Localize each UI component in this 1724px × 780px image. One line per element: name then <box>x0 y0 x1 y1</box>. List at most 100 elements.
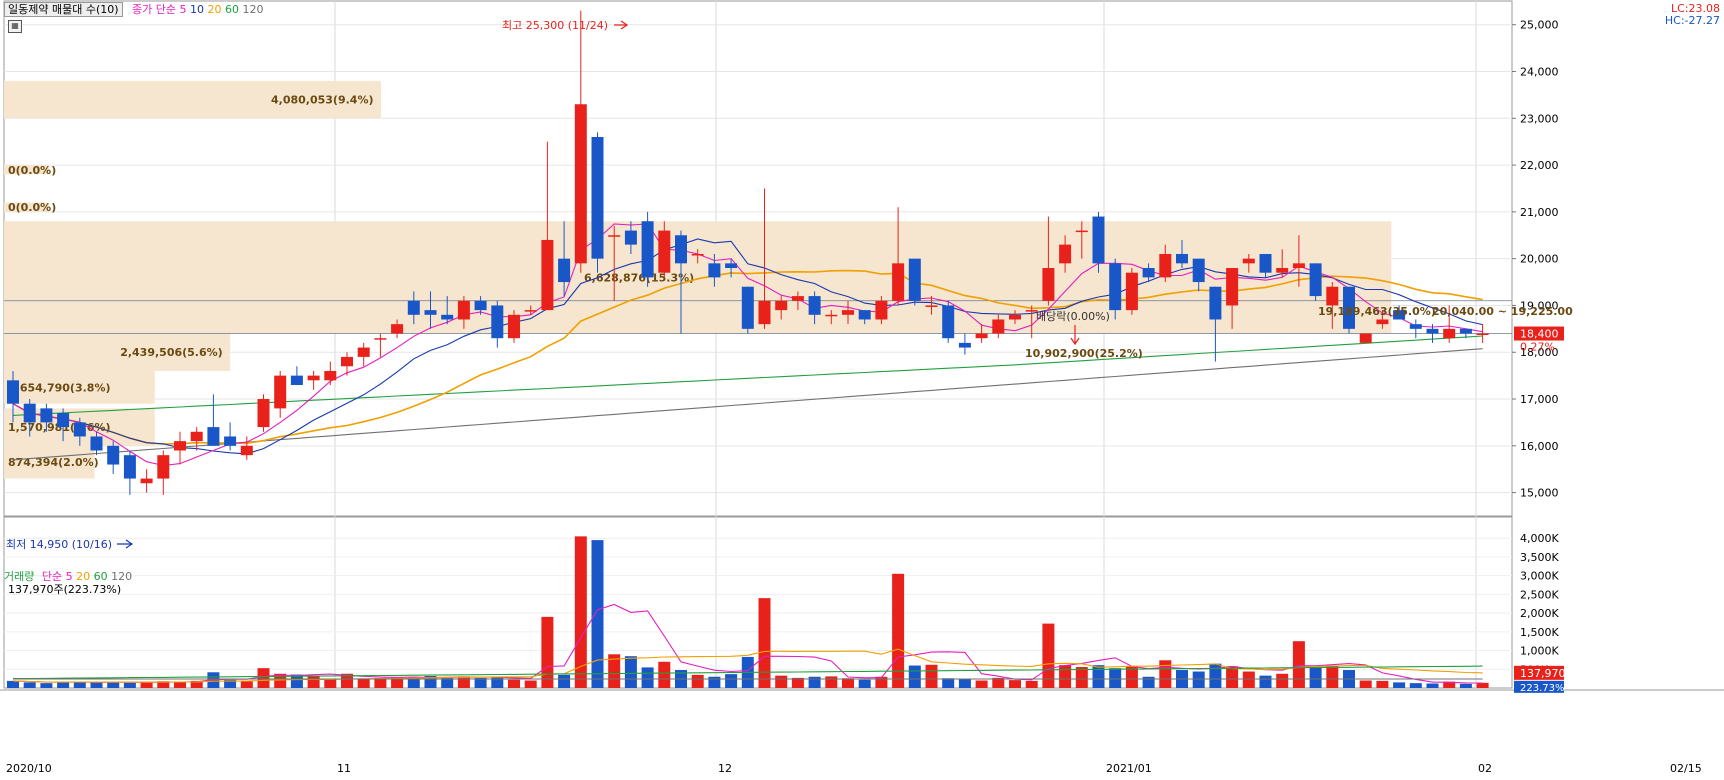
volume-bar <box>758 598 771 688</box>
candle-up <box>190 431 203 442</box>
candle-up <box>257 399 270 428</box>
low-arrow <box>117 539 134 549</box>
table-icon[interactable]: ▦ <box>8 20 22 33</box>
candle-up <box>524 310 537 312</box>
price-tick-label: 21,000 <box>1520 206 1559 219</box>
price-tick-label: 24,000 <box>1520 66 1559 79</box>
candle-up <box>508 314 520 339</box>
candle-up <box>240 445 253 456</box>
volume-bar <box>374 677 387 688</box>
volume-bar <box>508 679 520 688</box>
candle-down <box>107 445 120 465</box>
volume-bar <box>391 677 404 688</box>
volume-profile-band <box>4 165 50 175</box>
volume-profile-label: 874,394(2.0%) <box>8 456 99 469</box>
candle-down <box>641 221 654 278</box>
candle-down <box>908 258 921 301</box>
ma10-label: 10 <box>190 3 205 16</box>
volume-bar <box>942 678 955 688</box>
volume-bar <box>307 675 320 688</box>
candle-up <box>174 441 186 451</box>
candle-down <box>1309 263 1322 297</box>
candle-down <box>491 305 504 339</box>
volume-bar <box>40 683 53 688</box>
volume-bar <box>1276 673 1289 688</box>
candle-up <box>1476 333 1489 336</box>
volume-bar <box>90 682 103 688</box>
volume-bar <box>357 679 370 688</box>
candle-up <box>1025 310 1038 312</box>
candle-up <box>975 333 988 339</box>
volume-bar <box>825 676 838 688</box>
volume-bar <box>224 679 237 688</box>
volume-bar <box>1192 671 1205 688</box>
volume-profile-band <box>4 333 231 371</box>
volume-bar <box>591 540 604 688</box>
volume-bar <box>708 676 721 688</box>
candle-up <box>1226 268 1239 306</box>
volume-bar <box>290 674 303 688</box>
candle-up <box>691 253 704 256</box>
candle-down <box>1192 258 1205 283</box>
volume-bar <box>1426 683 1439 688</box>
volume-profile-band <box>4 221 1392 334</box>
volume-bar <box>1125 666 1138 688</box>
candle-up <box>1009 314 1021 320</box>
candle-up <box>140 478 153 484</box>
volume-bar <box>624 656 637 688</box>
candle-down <box>1409 324 1422 329</box>
volume-bar <box>608 654 621 688</box>
x-tick-label: 02/15 <box>1670 762 1702 775</box>
price-tick-label: 25,000 <box>1520 19 1559 32</box>
candle-down <box>591 137 604 259</box>
volume-bar <box>140 682 153 688</box>
volume-bar <box>407 677 420 688</box>
current-volume-pct-label: 223.73% <box>1520 683 1565 694</box>
candle-up <box>825 314 838 317</box>
candle-up <box>791 296 804 301</box>
candle-up <box>842 310 854 315</box>
x-tick-label: 02 <box>1478 762 1492 775</box>
volume-bar <box>73 681 86 688</box>
volume-bar <box>457 676 470 688</box>
volume-bar <box>1025 680 1038 688</box>
current-volume-pct-tag <box>1514 680 1564 693</box>
volume-bar <box>1142 676 1155 688</box>
candle-down <box>474 300 487 311</box>
volume-bar <box>925 664 938 688</box>
volume-profile-band <box>4 445 95 479</box>
volume-bar <box>1209 663 1222 688</box>
candle-down <box>1426 328 1439 334</box>
candle-down <box>290 375 303 385</box>
candle-down <box>23 403 36 423</box>
stock-title-badge[interactable]: 일동제약 매물대 수(10) <box>4 2 123 17</box>
candle-up <box>1075 230 1088 233</box>
candle-down <box>1459 328 1472 334</box>
candle-up <box>925 305 938 307</box>
candle-down <box>942 305 955 339</box>
volume-ma60-line <box>12 665 1483 680</box>
candle-down <box>1176 253 1188 264</box>
price-tick-label: 18,000 <box>1520 346 1559 359</box>
lc-value: LC:23.08 <box>1670 2 1720 15</box>
volume-tick-label: 2,500K <box>1520 588 1559 601</box>
volume-bar <box>341 673 353 688</box>
volume-bar <box>1159 660 1172 688</box>
volume-bar <box>324 678 337 688</box>
candle-up <box>758 300 771 325</box>
candle-up <box>391 324 404 334</box>
volume-bar <box>1459 683 1472 688</box>
volume-bar <box>123 682 136 688</box>
volume-bar <box>658 661 671 688</box>
volume-profile-label: 1,654,790(3.8%) <box>8 381 111 394</box>
volume-tick-label: 4,000K <box>1520 532 1559 545</box>
ma-label: 종가 단순 <box>132 3 177 16</box>
volume-bar <box>1309 667 1322 688</box>
ma60-label: 60 <box>225 3 240 16</box>
volume-ma-label: 단순 <box>41 570 63 583</box>
candle-down <box>958 342 971 348</box>
volume-bar <box>1059 665 1072 688</box>
volume-bar <box>424 676 437 688</box>
